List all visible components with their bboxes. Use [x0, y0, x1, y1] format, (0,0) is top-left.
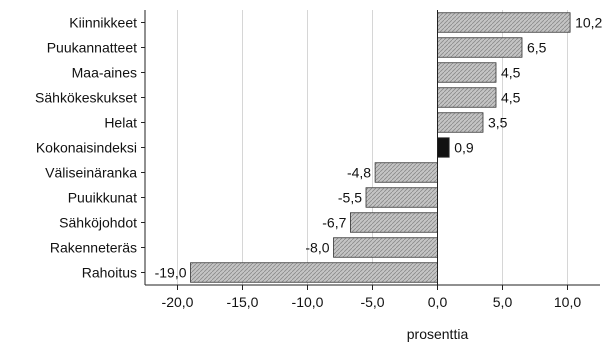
x-tick-label: -15,0 — [227, 294, 259, 310]
x-tick-label: 5,0 — [493, 294, 513, 310]
bar — [437, 137, 450, 158]
value-label: -5,5 — [338, 190, 362, 206]
value-label: 3,5 — [488, 115, 508, 131]
category-label: Helat — [104, 115, 137, 131]
category-label: Puuikkunat — [68, 190, 137, 206]
category-label: Puukannatteet — [47, 40, 137, 56]
category-label: Sähkökeskukset — [35, 90, 137, 106]
category-label: Väliseinäranka — [45, 165, 137, 181]
x-tick-label: 10,0 — [554, 294, 581, 310]
x-tick-label: -10,0 — [292, 294, 324, 310]
value-labels: 10,2 6,5 4,5 4,5 3,5 0,9 -4,8 -5,5 -6,7 -8,0 -19,0 — [155, 15, 603, 281]
x-tick-label: -20,0 — [162, 294, 194, 310]
category-label: Rahoitus — [82, 265, 137, 281]
value-label: -19,0 — [155, 265, 187, 281]
bar — [349, 212, 438, 233]
value-label: 4,5 — [501, 65, 521, 81]
value-label: 6,5 — [527, 40, 547, 56]
category-label: Maa-aines — [72, 65, 137, 81]
category-label: Kokonaisindeksi — [36, 140, 137, 156]
bar — [437, 62, 497, 83]
category-label: Sähköjohdot — [59, 215, 137, 231]
value-label: 10,2 — [575, 15, 602, 31]
x-tick-label: 0,0 — [428, 294, 448, 310]
bar — [333, 237, 438, 258]
value-label: 4,5 — [501, 90, 521, 106]
value-label: 0,9 — [454, 140, 474, 156]
value-label: -6,7 — [322, 215, 346, 231]
bar — [437, 37, 523, 58]
category-labels: Kiinnikkeet Puukannatteet Maa-aines Sähköke… — [35, 15, 145, 281]
category-label: Rakenneteräs — [50, 240, 137, 256]
x-axis-label: prosenttia — [407, 326, 469, 342]
bar — [374, 162, 438, 183]
bar — [437, 112, 484, 133]
value-label: -8,0 — [305, 240, 329, 256]
bar — [437, 87, 497, 108]
x-tick-labels: -20,0 -15,0 -10,0 -5,0 0,0 5,0 10,0 — [162, 285, 581, 310]
bar — [365, 187, 438, 208]
bars — [190, 12, 571, 283]
bar — [190, 262, 438, 283]
category-label: Kiinnikkeet — [69, 15, 137, 31]
bar — [437, 12, 571, 33]
x-tick-label: -5,0 — [360, 294, 384, 310]
value-label: -4,8 — [347, 165, 371, 181]
